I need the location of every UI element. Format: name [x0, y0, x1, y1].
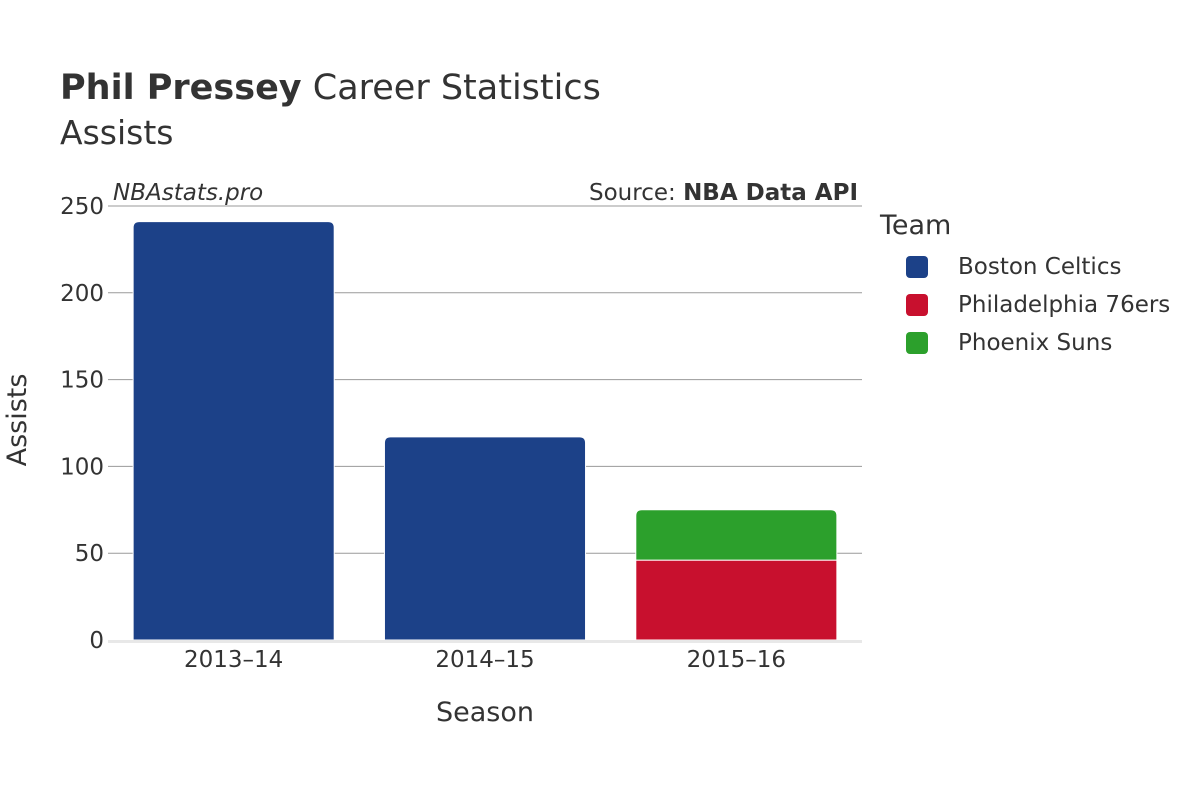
legend-items: Boston Celtics Philadelphia 76ers Phoenix …: [880, 248, 1170, 362]
y-tick-label: 150: [60, 368, 104, 394]
legend: Team Boston Celtics Philadelphia 76ers Pho…: [880, 208, 1170, 362]
legend-title: Team: [880, 210, 952, 241]
y-tick-label: 0: [89, 628, 104, 654]
bar-segment: [132, 221, 335, 641]
bar-segment: [635, 509, 838, 561]
bar-segment: [383, 436, 587, 641]
source-note: Source: NBA Data API: [589, 180, 858, 206]
legend-item[interactable]: Boston Celtics: [906, 248, 1170, 286]
source-prefix: Source:: [589, 180, 683, 206]
y-tick-label: 250: [60, 194, 104, 220]
y-tick-label: 50: [75, 541, 104, 567]
y-tick-label: 100: [60, 454, 104, 480]
x-tick-label: 2013–14: [184, 647, 283, 673]
y-tick-label: 200: [60, 281, 104, 307]
chart-title: Phil Pressey Career Statistics: [60, 66, 601, 110]
legend-swatch: [906, 256, 928, 278]
legend-item[interactable]: Philadelphia 76ers: [906, 286, 1170, 324]
legend-label: Phoenix Suns: [958, 330, 1113, 356]
bar-segment: [635, 559, 838, 641]
legend-swatch: [906, 294, 928, 316]
legend-label: Boston Celtics: [958, 254, 1122, 280]
watermark: NBAstats.pro: [113, 180, 263, 206]
legend-label: Philadelphia 76ers: [958, 292, 1171, 318]
x-tick-label: 2014–15: [435, 647, 534, 673]
chart-subtitle: Assists: [60, 113, 174, 152]
legend-swatch: [906, 332, 928, 354]
x-tick-label: 2015–16: [687, 647, 786, 673]
source-name: NBA Data API: [683, 180, 858, 206]
chart-title-rest: Career Statistics: [301, 68, 601, 108]
y-axis-title: Assists: [2, 374, 33, 467]
legend-item[interactable]: Phoenix Suns: [906, 324, 1170, 362]
chart-title-player: Phil Pressey: [60, 68, 302, 108]
x-axis-title: Season: [436, 697, 534, 728]
